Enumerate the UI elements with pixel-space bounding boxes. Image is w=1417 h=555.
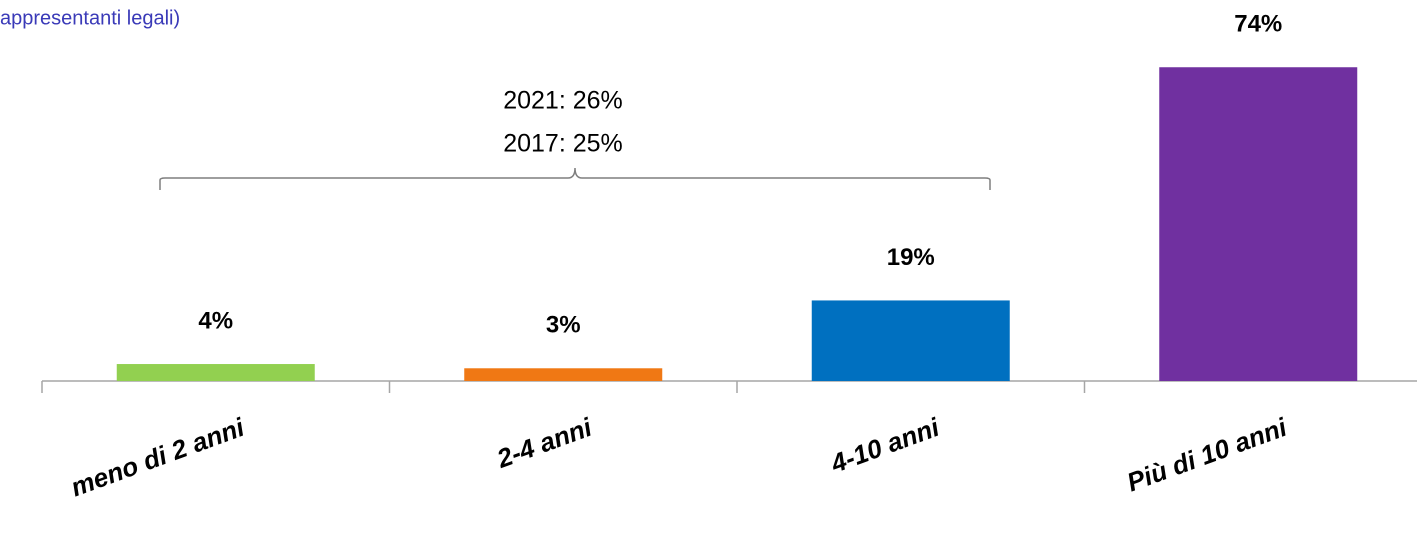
x-tick-label: 4-10 anni	[826, 412, 944, 479]
annotation: 2021: 26%	[503, 87, 623, 115]
value-label: 74%	[1234, 11, 1282, 38]
value-label: 4%	[198, 307, 233, 334]
x-tick-label: meno di 2 anni	[67, 412, 249, 503]
chart-title: appresentanti legali)	[0, 7, 180, 29]
bracket	[159, 167, 991, 190]
bar	[464, 368, 663, 381]
annotation: 2017: 25%	[503, 130, 623, 158]
value-label: 19%	[887, 244, 935, 271]
x-tick-label: 2-4 anni	[492, 412, 596, 474]
bar	[116, 364, 315, 381]
x-tick-label: Più di 10 anni	[1123, 412, 1291, 498]
bar	[811, 300, 1010, 381]
value-label: 3%	[546, 312, 581, 339]
bar	[1159, 67, 1358, 382]
